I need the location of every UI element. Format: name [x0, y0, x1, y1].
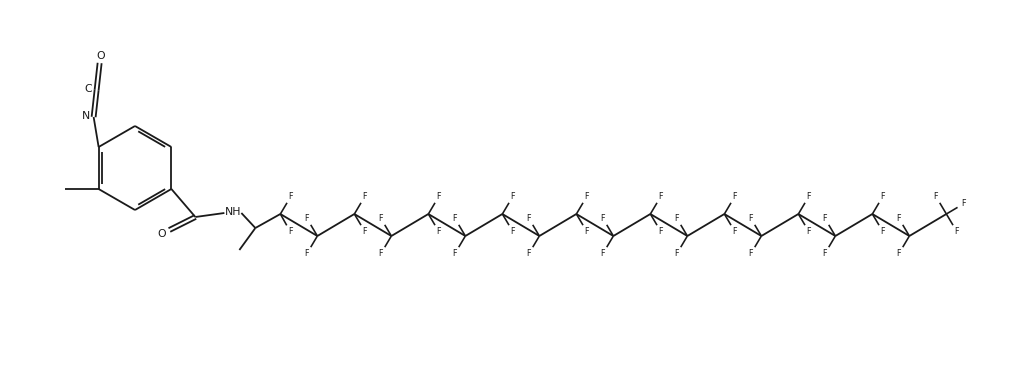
Text: F: F — [896, 249, 901, 258]
Text: F: F — [437, 192, 441, 201]
Text: N: N — [82, 111, 90, 121]
Text: F: F — [954, 227, 960, 236]
Text: F: F — [881, 192, 885, 201]
Text: F: F — [601, 249, 606, 258]
Text: NH: NH — [225, 207, 241, 217]
Text: F: F — [527, 214, 531, 223]
Text: F: F — [510, 192, 516, 201]
Text: F: F — [452, 249, 457, 258]
Text: F: F — [749, 214, 753, 223]
Text: F: F — [362, 227, 367, 236]
Text: F: F — [305, 214, 309, 223]
Text: F: F — [659, 227, 663, 236]
Text: F: F — [452, 214, 457, 223]
Text: F: F — [601, 214, 606, 223]
Text: F: F — [659, 192, 663, 201]
Text: F: F — [362, 192, 367, 201]
Text: F: F — [527, 249, 531, 258]
Text: F: F — [305, 249, 309, 258]
Text: F: F — [584, 227, 589, 236]
Text: F: F — [962, 199, 967, 208]
Text: F: F — [749, 249, 753, 258]
Text: O: O — [96, 51, 105, 61]
Text: F: F — [732, 227, 738, 236]
Text: F: F — [881, 227, 885, 236]
Text: F: F — [674, 214, 679, 223]
Text: F: F — [934, 192, 938, 201]
Text: F: F — [379, 249, 384, 258]
Text: F: F — [806, 227, 811, 236]
Text: F: F — [806, 192, 811, 201]
Text: F: F — [822, 249, 828, 258]
Text: F: F — [674, 249, 679, 258]
Text: F: F — [584, 192, 589, 201]
Text: F: F — [822, 214, 828, 223]
Text: F: F — [732, 192, 738, 201]
Text: F: F — [288, 228, 293, 236]
Text: F: F — [379, 214, 384, 223]
Text: F: F — [896, 214, 901, 223]
Text: F: F — [510, 227, 516, 236]
Text: O: O — [158, 229, 166, 239]
Text: C: C — [85, 84, 92, 94]
Text: F: F — [288, 192, 294, 201]
Text: F: F — [437, 227, 441, 236]
